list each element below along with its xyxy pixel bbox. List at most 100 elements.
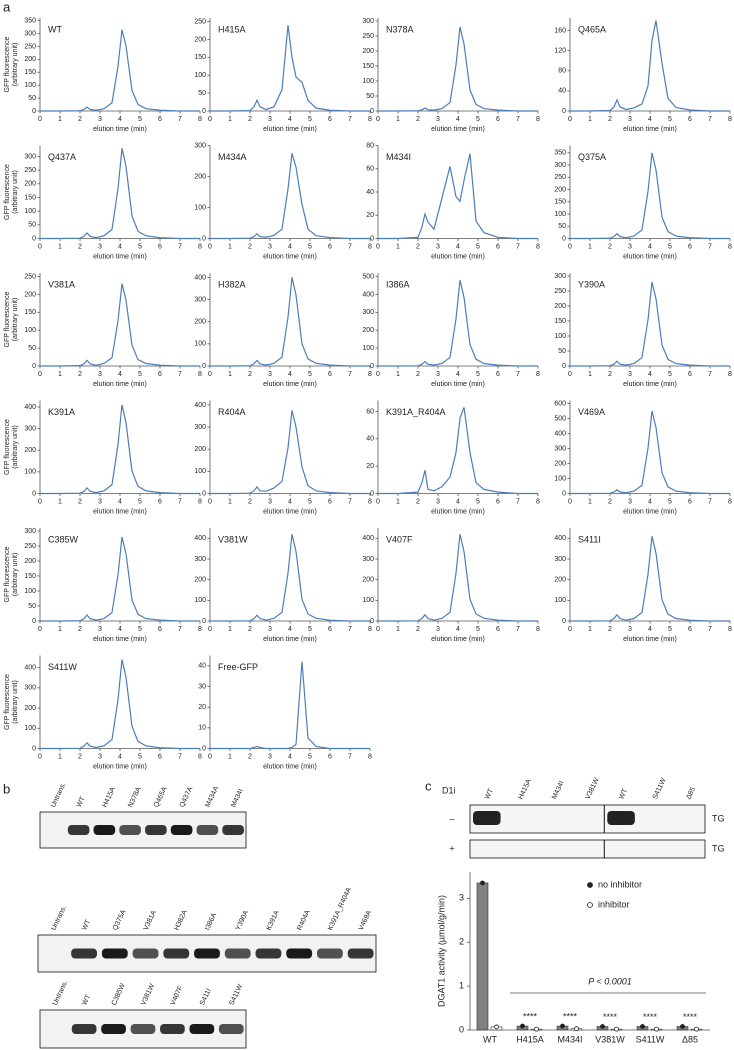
- y-tick-label: 100: [362, 597, 374, 604]
- x-tick-label: 6: [496, 626, 500, 633]
- x-axis-title: elution time (min): [263, 763, 317, 770]
- y-tick-label: 250: [194, 18, 206, 25]
- x-tick-label: 8: [368, 626, 372, 633]
- trace: [378, 26, 538, 112]
- tlc-strip: [469, 804, 706, 834]
- x-axis-title: elution time (min): [431, 253, 485, 260]
- lane-label: H382A: [173, 909, 189, 932]
- x-tick-label: 3: [98, 498, 102, 505]
- panel-title: K391A_R404A: [386, 407, 446, 417]
- trace: [210, 153, 370, 240]
- band: [189, 1024, 215, 1034]
- x-tick-label: 6: [328, 753, 332, 760]
- x-tick-label: 1: [588, 116, 592, 123]
- y-tick-label: 350: [554, 150, 566, 157]
- y-tick-label: 100: [554, 211, 566, 218]
- y-tick-label: 100: [24, 327, 36, 334]
- x-tick-label: 8: [368, 498, 372, 505]
- y-tick-label: 400: [554, 535, 566, 542]
- y-tick-label: 120: [554, 48, 566, 55]
- band: [132, 948, 159, 959]
- y-tick-label: 0: [202, 235, 206, 242]
- x-tick-label: 0: [376, 371, 380, 378]
- x-tick-label: 1: [58, 243, 62, 250]
- y-tick-label: 200: [24, 447, 36, 454]
- y-tick-label: 0: [202, 108, 206, 115]
- x-tick-label: 2: [248, 498, 252, 505]
- x-tick-label: 2: [608, 498, 612, 505]
- y-axis-title: GFP fluorescence: [4, 674, 11, 730]
- y-tick-label: 50: [28, 95, 36, 102]
- x-tick-label: 5: [308, 116, 312, 123]
- y-tick-label: 50: [558, 348, 566, 355]
- y-tick-label: 200: [194, 36, 206, 43]
- x-tick-label: 0: [568, 116, 572, 123]
- x-tick-label: 2: [608, 243, 612, 250]
- x-tick-label: 6: [328, 626, 332, 633]
- x-tick-label: 0: [208, 498, 212, 505]
- y-axis-title: GFP fluorescence: [4, 419, 11, 475]
- x-tick-label: 0: [38, 243, 42, 250]
- x-tick-label: 1: [588, 371, 592, 378]
- legend-marker: [587, 902, 593, 908]
- y-tick-label: 200: [362, 48, 374, 55]
- y-tick-label: 250: [24, 273, 36, 280]
- y-tick-label: 0: [562, 235, 566, 242]
- y-tick-label: 300: [24, 153, 36, 160]
- y-tick-label: 100: [24, 725, 36, 732]
- y-tick-label: 200: [554, 303, 566, 310]
- band: [67, 825, 90, 835]
- x-tick-label: 4: [456, 498, 460, 505]
- y-tick-label: 0: [32, 235, 36, 242]
- x-tick-label: 6: [158, 371, 162, 378]
- y-tick-label: 200: [194, 173, 206, 180]
- x-tick-label: 1: [58, 498, 62, 505]
- y-tick-label: 600: [554, 400, 566, 407]
- lane-label: Q375A: [112, 909, 128, 932]
- x-axis-title: elution time (min): [93, 636, 147, 643]
- y-tick-label: 400: [362, 291, 374, 298]
- x-tick-label: 3: [628, 371, 632, 378]
- x-tick-label: 6: [688, 116, 692, 123]
- x-tick-label: 5: [668, 243, 672, 250]
- x-tick-label: 7: [348, 116, 352, 123]
- band: [286, 948, 313, 959]
- panel-title: V469A: [578, 407, 605, 417]
- lane-label: S411W: [228, 983, 244, 1007]
- significance: ****: [643, 1012, 658, 1022]
- y-tick-label: 100: [362, 78, 374, 85]
- trace: [570, 410, 730, 495]
- lane-label: S411W: [652, 777, 668, 801]
- x-tick-label: 8: [368, 116, 372, 123]
- panel-title: R404A: [218, 407, 246, 417]
- x-tick-label: 5: [138, 116, 142, 123]
- x-tick-label: 1: [58, 371, 62, 378]
- y-tick-label: 160: [554, 27, 566, 34]
- y-tick-label: 0: [370, 108, 374, 115]
- x-tick-label: 6: [328, 371, 332, 378]
- legend-marker: [587, 882, 593, 888]
- x-tick-label: 8: [728, 371, 732, 378]
- y-tick-label: 100: [194, 597, 206, 604]
- trace: [210, 277, 370, 367]
- y-tick-label: 0: [32, 108, 36, 115]
- y-tick-label: 150: [24, 309, 36, 316]
- x-tick-label: 4: [288, 498, 292, 505]
- y-tick-label: 300: [194, 142, 206, 149]
- x-tick-label: 8: [728, 626, 732, 633]
- y-tick-label: 150: [554, 318, 566, 325]
- trace: [40, 283, 200, 367]
- x-tick-label: 7: [516, 116, 520, 123]
- x-axis-title: elution time (min): [623, 381, 677, 388]
- x-axis-title: elution time (min): [263, 508, 317, 515]
- y-tick-label: 200: [362, 577, 374, 584]
- legend-label: inhibitor: [598, 899, 630, 909]
- x-tick-label: 4: [456, 116, 460, 123]
- x-tick-label: 0: [38, 626, 42, 633]
- x-tick-label: 2: [416, 626, 420, 633]
- x-tick-label: 7: [516, 626, 520, 633]
- y-tick-label: 30: [198, 683, 206, 690]
- point: [680, 1024, 685, 1029]
- point: [534, 1026, 539, 1032]
- x-tick-label: 0: [376, 498, 380, 505]
